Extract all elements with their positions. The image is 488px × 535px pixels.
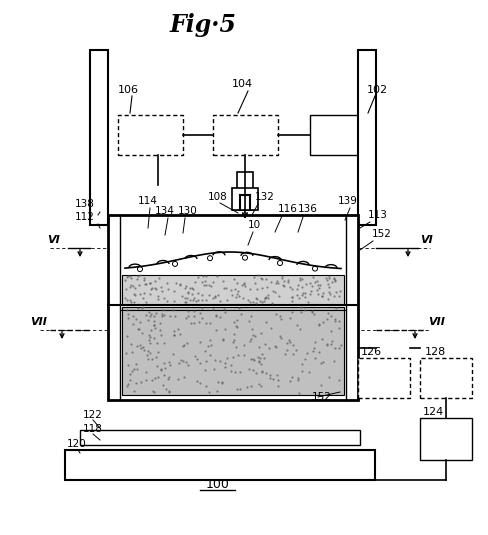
Bar [213, 115, 278, 155]
Text: 124: 124 [423, 407, 444, 417]
Bar [358, 50, 376, 225]
Bar [80, 430, 360, 445]
Circle shape [172, 262, 178, 266]
Text: 138: 138 [75, 199, 95, 209]
Bar [122, 275, 344, 305]
Circle shape [278, 261, 283, 265]
Bar [310, 115, 375, 155]
Text: 108: 108 [208, 192, 228, 202]
Text: 139: 139 [338, 196, 358, 206]
Text: 130: 130 [178, 206, 198, 216]
Circle shape [312, 266, 318, 271]
Bar [237, 172, 253, 210]
Text: Fig·5: Fig·5 [170, 13, 237, 37]
Text: VI: VI [47, 235, 60, 245]
Text: VII: VII [428, 317, 445, 327]
Text: 10: 10 [248, 220, 261, 230]
Text: 102: 102 [367, 85, 388, 95]
Text: 118: 118 [83, 424, 103, 434]
Bar [420, 358, 472, 398]
Bar [420, 418, 472, 460]
Text: 122: 122 [83, 410, 103, 420]
Text: 104: 104 [231, 79, 253, 89]
Text: 136: 136 [298, 204, 318, 214]
Bar [65, 450, 375, 480]
Text: 113: 113 [368, 210, 388, 220]
Text: 106: 106 [118, 85, 139, 95]
Text: VII: VII [30, 317, 47, 327]
Bar [122, 307, 344, 395]
Text: 134: 134 [155, 206, 175, 216]
Text: 132: 132 [255, 192, 275, 202]
Text: 152: 152 [312, 392, 332, 402]
Text: 126: 126 [361, 347, 382, 357]
Circle shape [243, 255, 247, 260]
Bar [232, 188, 258, 210]
Text: 100: 100 [206, 478, 230, 491]
Text: 128: 128 [425, 347, 446, 357]
Circle shape [207, 256, 212, 261]
Bar [358, 358, 410, 398]
Text: 120: 120 [67, 439, 87, 449]
Text: 152: 152 [372, 229, 392, 239]
Bar [108, 215, 358, 400]
Text: 112: 112 [75, 212, 95, 222]
Circle shape [138, 266, 142, 272]
Text: VI: VI [420, 235, 433, 245]
Text: 116: 116 [278, 204, 298, 214]
Bar [118, 115, 183, 155]
Text: 114: 114 [138, 196, 158, 206]
Bar [90, 50, 108, 225]
